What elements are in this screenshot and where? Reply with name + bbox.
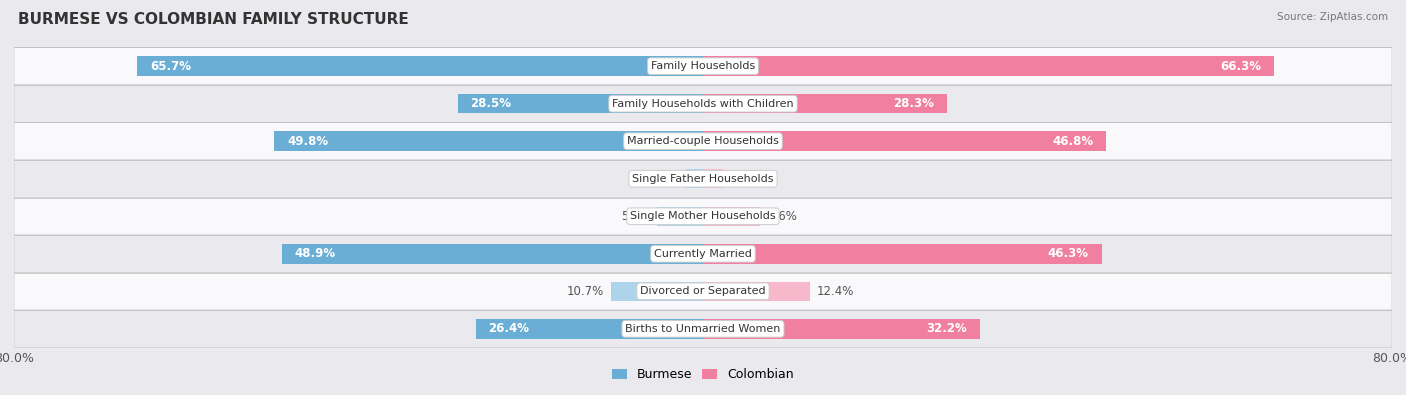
- FancyBboxPatch shape: [14, 235, 1392, 273]
- Bar: [703, 282, 810, 301]
- Bar: [138, 56, 703, 76]
- Text: 2.3%: 2.3%: [730, 172, 759, 185]
- FancyBboxPatch shape: [14, 47, 1392, 85]
- Text: 46.3%: 46.3%: [1047, 247, 1088, 260]
- FancyBboxPatch shape: [14, 310, 1392, 348]
- FancyBboxPatch shape: [14, 122, 1392, 160]
- Legend: Burmese, Colombian: Burmese, Colombian: [607, 363, 799, 386]
- Bar: [475, 319, 703, 339]
- Bar: [686, 169, 703, 188]
- Text: Family Households: Family Households: [651, 61, 755, 71]
- Text: Single Mother Households: Single Mother Households: [630, 211, 776, 221]
- Text: 28.5%: 28.5%: [471, 97, 512, 110]
- Text: 65.7%: 65.7%: [150, 60, 191, 73]
- FancyBboxPatch shape: [14, 273, 1392, 310]
- Bar: [703, 207, 759, 226]
- Text: BURMESE VS COLOMBIAN FAMILY STRUCTURE: BURMESE VS COLOMBIAN FAMILY STRUCTURE: [18, 12, 409, 27]
- Text: 12.4%: 12.4%: [817, 285, 853, 298]
- Bar: [274, 132, 703, 151]
- Bar: [457, 94, 703, 113]
- Text: Married-couple Households: Married-couple Households: [627, 136, 779, 146]
- Text: 32.2%: 32.2%: [927, 322, 967, 335]
- Text: Family Households with Children: Family Households with Children: [612, 99, 794, 109]
- Text: 5.3%: 5.3%: [621, 210, 651, 223]
- Text: 49.8%: 49.8%: [287, 135, 328, 148]
- FancyBboxPatch shape: [14, 160, 1392, 198]
- Text: 10.7%: 10.7%: [567, 285, 605, 298]
- Bar: [281, 244, 703, 263]
- Bar: [703, 244, 1102, 263]
- Bar: [703, 132, 1107, 151]
- FancyBboxPatch shape: [14, 85, 1392, 122]
- Text: Single Father Households: Single Father Households: [633, 174, 773, 184]
- Bar: [610, 282, 703, 301]
- Text: 46.8%: 46.8%: [1052, 135, 1092, 148]
- Text: 66.3%: 66.3%: [1220, 60, 1261, 73]
- Text: Births to Unmarried Women: Births to Unmarried Women: [626, 324, 780, 334]
- Text: 48.9%: 48.9%: [295, 247, 336, 260]
- Text: 6.6%: 6.6%: [766, 210, 797, 223]
- Bar: [703, 94, 946, 113]
- Text: 26.4%: 26.4%: [488, 322, 530, 335]
- Bar: [703, 169, 723, 188]
- Bar: [703, 319, 980, 339]
- Text: Source: ZipAtlas.com: Source: ZipAtlas.com: [1277, 12, 1388, 22]
- Text: Currently Married: Currently Married: [654, 249, 752, 259]
- FancyBboxPatch shape: [14, 198, 1392, 235]
- Text: Divorced or Separated: Divorced or Separated: [640, 286, 766, 296]
- Bar: [703, 56, 1274, 76]
- Bar: [658, 207, 703, 226]
- Text: 2.0%: 2.0%: [650, 172, 679, 185]
- Text: 28.3%: 28.3%: [893, 97, 934, 110]
